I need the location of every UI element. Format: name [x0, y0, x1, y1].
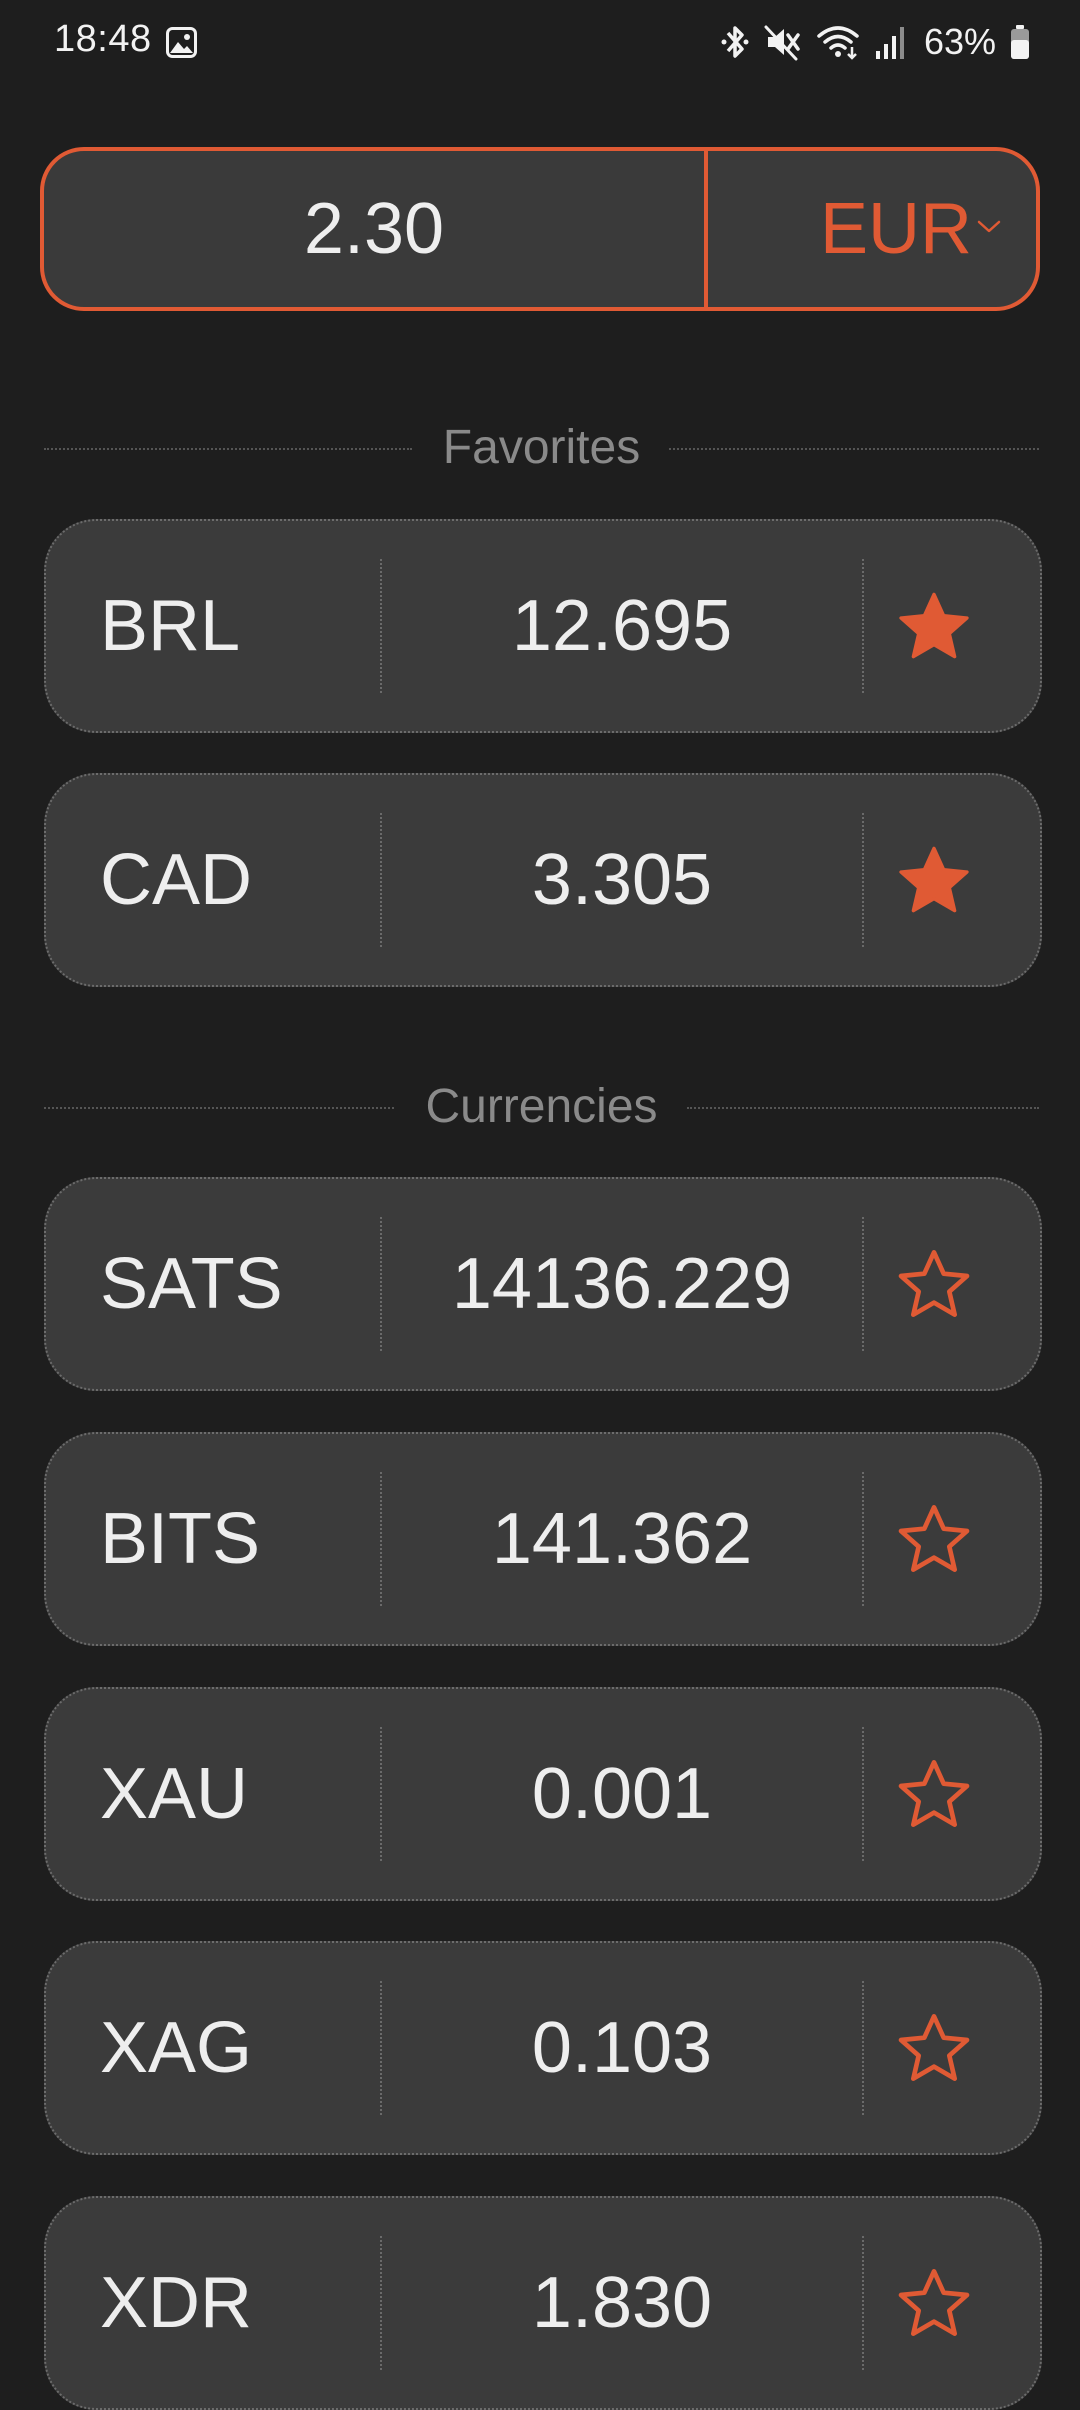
card-divider: [380, 1217, 382, 1351]
signal-icon: [875, 27, 904, 59]
currency-value: 14136.229: [451, 1244, 793, 1324]
converter-input: 2.30 EUR: [40, 147, 1040, 311]
currency-dropdown-label: EUR: [820, 189, 973, 269]
bluetooth-icon: [721, 26, 749, 58]
currency-card-xag[interactable]: XAG 0.103: [44, 1941, 1042, 2155]
card-divider: [862, 1981, 864, 2115]
favorite-card-brl[interactable]: BRL 12.695: [44, 519, 1042, 733]
card-divider: [380, 1981, 382, 2115]
star-outline-icon[interactable]: [894, 1755, 974, 1835]
star-filled-icon[interactable]: [894, 841, 974, 921]
card-divider: [862, 2236, 864, 2370]
currency-code: XDR: [100, 2263, 253, 2343]
favorite-card-cad[interactable]: CAD 3.305: [44, 773, 1042, 987]
currency-code: BITS: [100, 1499, 261, 1579]
section-divider: [44, 448, 412, 450]
currency-card-bits[interactable]: BITS 141.362: [44, 1432, 1042, 1646]
section-divider: [44, 1107, 394, 1109]
currency-value: 12.695: [511, 586, 733, 666]
currency-code: CAD: [100, 840, 253, 920]
card-divider: [862, 813, 864, 947]
gallery-icon: [166, 27, 197, 58]
currencies-title: Currencies: [425, 1080, 658, 1133]
currency-value: 1.830: [531, 2263, 713, 2343]
currencies-header: Currencies: [44, 1077, 1039, 1137]
card-divider: [862, 559, 864, 693]
card-divider: [380, 1472, 382, 1606]
status-bar: 18:48 63%: [0, 0, 1080, 84]
currency-code: BRL: [100, 586, 241, 666]
amount-input[interactable]: 2.30: [303, 189, 445, 269]
battery-icon: [1011, 25, 1029, 59]
favorites-header: Favorites: [44, 418, 1039, 478]
favorites-title: Favorites: [442, 421, 641, 474]
converter-divider: [704, 151, 708, 307]
star-filled-icon[interactable]: [894, 587, 974, 667]
battery-percent: 63%: [923, 21, 996, 62]
currency-dropdown[interactable]: EUR: [708, 151, 1036, 307]
card-divider: [862, 1472, 864, 1606]
currency-code: XAG: [100, 2008, 253, 2088]
card-divider: [380, 2236, 382, 2370]
currency-value: 0.001: [531, 1754, 713, 1834]
section-divider: [669, 448, 1039, 450]
card-divider: [862, 1727, 864, 1861]
star-outline-icon[interactable]: [894, 1245, 974, 1325]
currency-card-xdr[interactable]: XDR 1.830: [44, 2196, 1042, 2410]
chevron-down-icon: [977, 220, 1001, 233]
card-divider: [380, 813, 382, 947]
card-divider: [380, 559, 382, 693]
card-divider: [862, 1217, 864, 1351]
section-divider: [687, 1107, 1039, 1109]
status-icons: 63%: [720, 18, 1030, 66]
currency-value: 141.362: [491, 1499, 753, 1579]
currency-value: 0.103: [531, 2008, 713, 2088]
currency-code: SATS: [100, 1244, 283, 1324]
status-time: 18:48: [54, 18, 152, 60]
currency-value: 3.305: [531, 840, 713, 920]
currency-card-sats[interactable]: SATS 14136.229: [44, 1177, 1042, 1391]
card-divider: [380, 1727, 382, 1861]
currency-card-xau[interactable]: XAU 0.001: [44, 1687, 1042, 1901]
star-outline-icon[interactable]: [894, 2009, 974, 2089]
star-outline-icon[interactable]: [894, 1500, 974, 1580]
mute-icon: [764, 25, 800, 61]
wifi-icon: [817, 26, 859, 60]
star-outline-icon[interactable]: [894, 2264, 974, 2344]
currency-code: XAU: [100, 1754, 249, 1834]
